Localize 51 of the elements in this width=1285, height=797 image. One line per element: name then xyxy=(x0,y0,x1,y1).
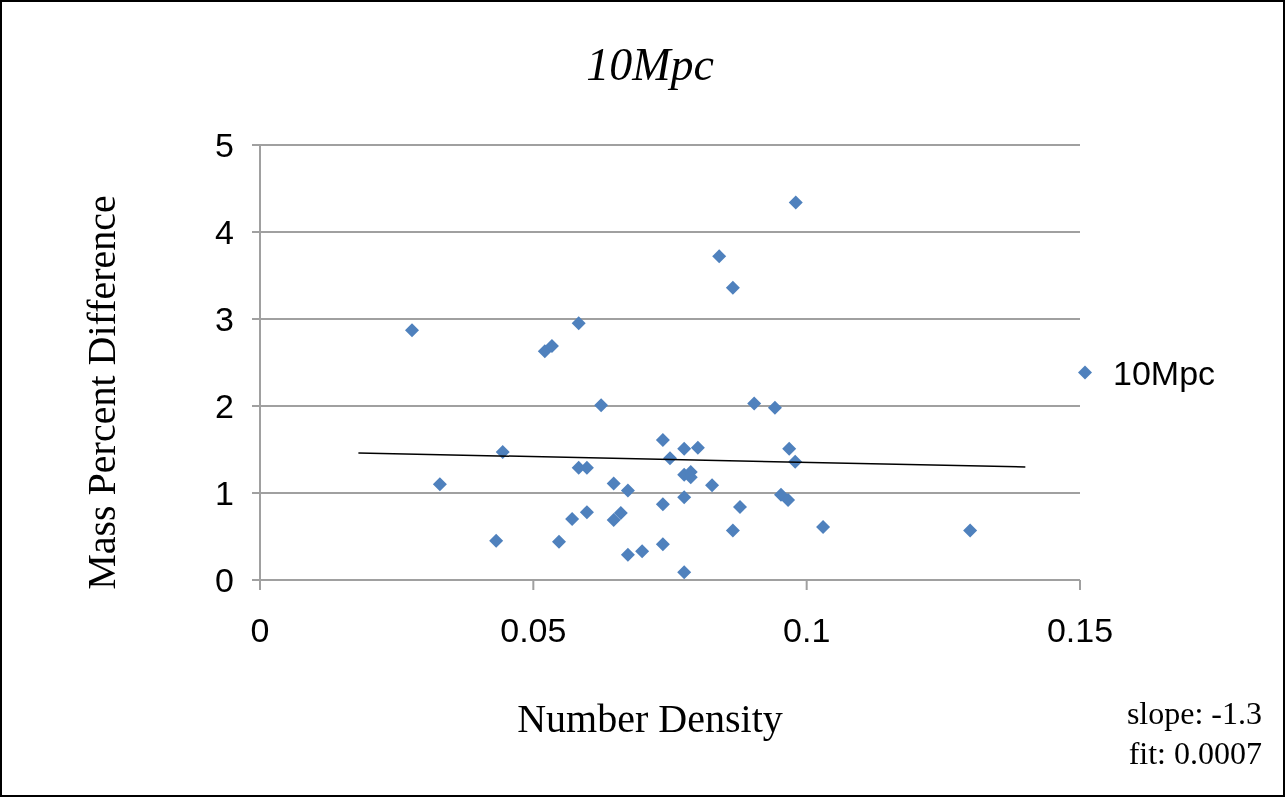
y-tick-label: 0 xyxy=(215,561,234,599)
point xyxy=(565,512,580,527)
point xyxy=(635,544,650,559)
point xyxy=(782,441,797,456)
point xyxy=(404,323,419,338)
point xyxy=(747,396,762,411)
y-tick-label: 4 xyxy=(215,213,234,251)
point xyxy=(655,497,670,512)
point xyxy=(773,487,788,502)
point xyxy=(655,432,670,447)
point xyxy=(613,506,628,521)
point xyxy=(544,338,559,353)
point xyxy=(620,547,635,562)
text: fit: 0.0007 xyxy=(1128,735,1262,771)
point xyxy=(432,477,447,492)
point xyxy=(732,499,747,514)
legend-label: 10Mpc xyxy=(1113,353,1216,392)
point xyxy=(963,523,978,538)
y-axis-title: Mass Percent Difference xyxy=(79,195,124,590)
y-tick-label: 5 xyxy=(215,126,234,164)
x-tick-label: 0 xyxy=(250,611,270,649)
point xyxy=(816,519,831,534)
point xyxy=(788,195,803,210)
x-axis-title: Number Density xyxy=(517,696,783,741)
point xyxy=(571,316,586,331)
chart-title: 10Mpc xyxy=(586,39,714,90)
point xyxy=(767,400,782,415)
point xyxy=(552,534,567,549)
text: slope: -1.3 xyxy=(1126,695,1262,731)
y-tick-label: 1 xyxy=(215,474,234,512)
point xyxy=(606,476,621,491)
point xyxy=(690,440,705,455)
point xyxy=(725,280,740,295)
point xyxy=(781,492,796,507)
point xyxy=(725,523,740,538)
point xyxy=(579,505,594,520)
point xyxy=(655,537,670,552)
point xyxy=(677,441,692,456)
point xyxy=(620,483,635,498)
point xyxy=(677,565,692,580)
x-tick-label: 0.1 xyxy=(783,611,831,649)
y-tick-label: 3 xyxy=(215,300,234,338)
point xyxy=(677,490,692,505)
point xyxy=(594,398,609,413)
x-tick-label: 0.15 xyxy=(1046,611,1114,649)
point xyxy=(606,512,621,527)
x-tick-label: 0.05 xyxy=(500,611,567,649)
point xyxy=(489,533,504,548)
point xyxy=(712,249,727,264)
point xyxy=(705,478,720,493)
y-tick-label: 2 xyxy=(215,387,234,425)
